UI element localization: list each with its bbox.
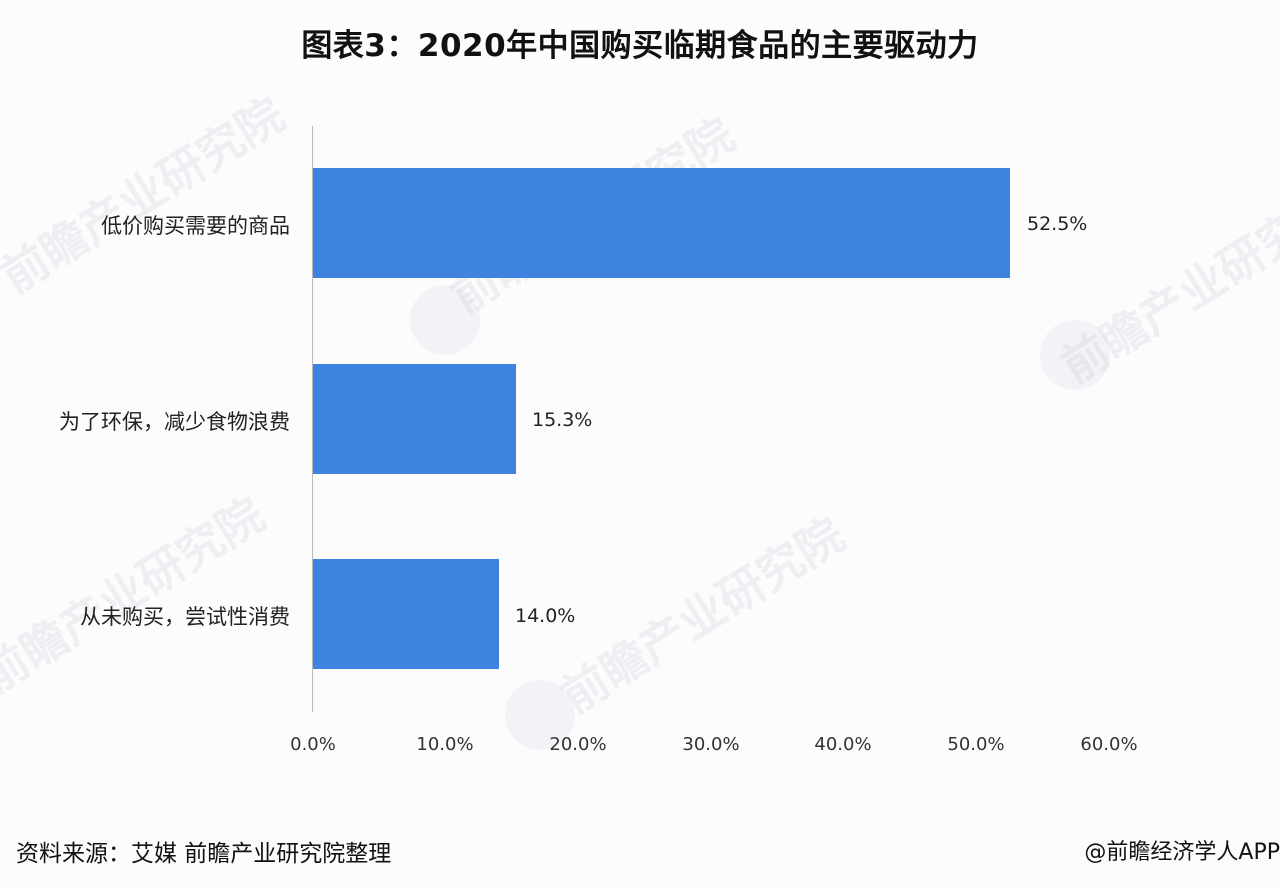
x-tick: 50.0% bbox=[947, 734, 1005, 755]
category-label: 从未购买，尝试性消费 bbox=[80, 605, 290, 629]
value-label: 15.3% bbox=[532, 409, 593, 431]
x-tick: 60.0% bbox=[1080, 734, 1138, 755]
watermark: 前瞻产业研究院 bbox=[1051, 177, 1280, 394]
chart-title: 图表3：2020年中国购买临期食品的主要驱动力 bbox=[301, 28, 979, 64]
bar-environment bbox=[313, 364, 516, 474]
x-tick: 0.0% bbox=[290, 734, 336, 755]
x-tick: 40.0% bbox=[814, 734, 872, 755]
x-tick: 10.0% bbox=[416, 734, 474, 755]
value-label: 52.5% bbox=[1027, 213, 1088, 235]
x-tick: 30.0% bbox=[682, 734, 740, 755]
category-label: 低价购买需要的商品 bbox=[101, 214, 290, 238]
y-axis-line bbox=[312, 126, 313, 712]
bar-trial bbox=[313, 559, 499, 669]
watermark: 前瞻产业研究院 bbox=[0, 87, 294, 304]
category-label: 为了环保，减少食物浪费 bbox=[59, 410, 290, 434]
x-tick: 20.0% bbox=[549, 734, 607, 755]
watermark-logo-icon bbox=[1040, 320, 1110, 390]
credit-note: @前瞻经济学人APP bbox=[1084, 840, 1280, 865]
watermark: 前瞻产业研究院 bbox=[0, 487, 274, 704]
bar-low-price bbox=[313, 168, 1010, 278]
watermark-logo-icon bbox=[410, 285, 480, 355]
value-label: 14.0% bbox=[515, 605, 576, 627]
source-note: 资料来源：艾媒 前瞻产业研究院整理 bbox=[16, 841, 392, 867]
watermark: 前瞻产业研究院 bbox=[551, 507, 854, 724]
